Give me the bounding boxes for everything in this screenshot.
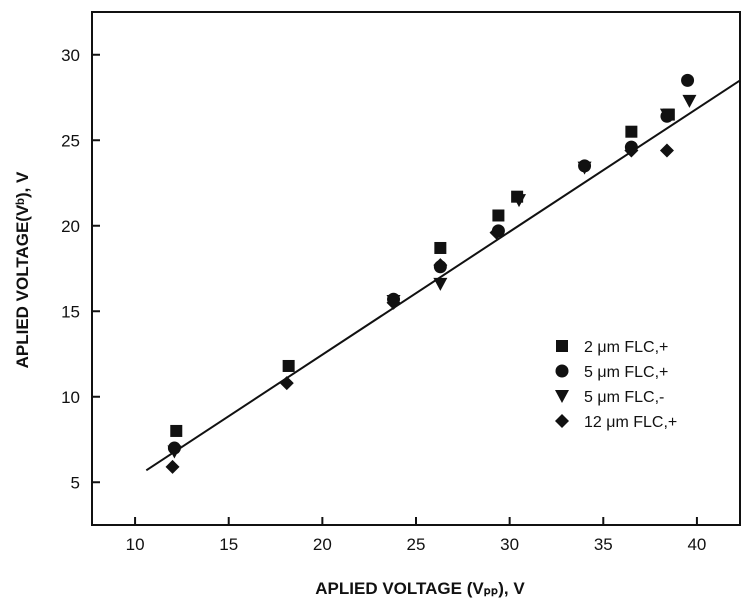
data-point bbox=[170, 424, 183, 437]
data-point bbox=[489, 225, 504, 240]
y-tick-label: 5 bbox=[71, 473, 80, 492]
plot-frame bbox=[91, 11, 741, 526]
data-point bbox=[682, 94, 697, 108]
data-point bbox=[165, 459, 180, 474]
data-points bbox=[165, 73, 697, 474]
x-tick-label: 25 bbox=[407, 535, 426, 554]
data-point bbox=[167, 445, 182, 459]
legend-marker bbox=[556, 340, 568, 352]
x-tick-label: 15 bbox=[219, 535, 238, 554]
data-point bbox=[433, 258, 448, 273]
y-axis: 5 10 15 20 25 30 bbox=[61, 46, 100, 492]
data-point bbox=[625, 125, 638, 138]
data-point bbox=[279, 376, 294, 391]
data-point bbox=[577, 161, 592, 175]
legend-marker bbox=[555, 414, 569, 428]
legend-marker bbox=[555, 390, 569, 403]
x-tick-label: 30 bbox=[500, 535, 519, 554]
data-point bbox=[282, 359, 295, 372]
y-tick-label: 20 bbox=[61, 217, 80, 236]
data-point bbox=[624, 143, 639, 158]
x-tick-label: 20 bbox=[313, 535, 332, 554]
data-point bbox=[386, 295, 401, 310]
data-point bbox=[512, 194, 527, 208]
x-tick-label: 10 bbox=[126, 535, 145, 554]
legend: 2 μm FLC,+ 5 μm FLC,+ 5 μm FLC,- 12 μm FLC,… bbox=[555, 339, 677, 431]
legend-label: 5 μm FLC,+ bbox=[584, 364, 668, 381]
y-tick-label: 10 bbox=[61, 388, 80, 407]
x-tick-label: 40 bbox=[687, 535, 706, 554]
data-point bbox=[434, 241, 447, 254]
data-point bbox=[433, 277, 448, 291]
fit-line bbox=[145, 79, 741, 472]
y-tick-label: 25 bbox=[61, 131, 80, 150]
data-point bbox=[659, 143, 674, 158]
legend-label: 5 μm FLC,- bbox=[584, 389, 664, 406]
data-point bbox=[681, 73, 695, 87]
y-tick-label: 15 bbox=[61, 302, 80, 321]
x-tick-label: 35 bbox=[594, 535, 613, 554]
x-axis: 10 15 20 25 30 35 40 bbox=[126, 517, 706, 554]
data-point bbox=[659, 108, 674, 122]
y-axis-title: APLIED VOLTAGE(Vᵇ), V bbox=[13, 171, 32, 368]
y-tick-label: 30 bbox=[61, 46, 80, 65]
x-axis-title: APLIED VOLTAGE (Vₚₚ), V bbox=[315, 579, 525, 598]
legend-label: 2 μm FLC,+ bbox=[584, 339, 668, 356]
legend-label: 12 μm FLC,+ bbox=[584, 414, 677, 431]
data-point bbox=[492, 209, 505, 222]
legend-marker bbox=[555, 364, 569, 378]
